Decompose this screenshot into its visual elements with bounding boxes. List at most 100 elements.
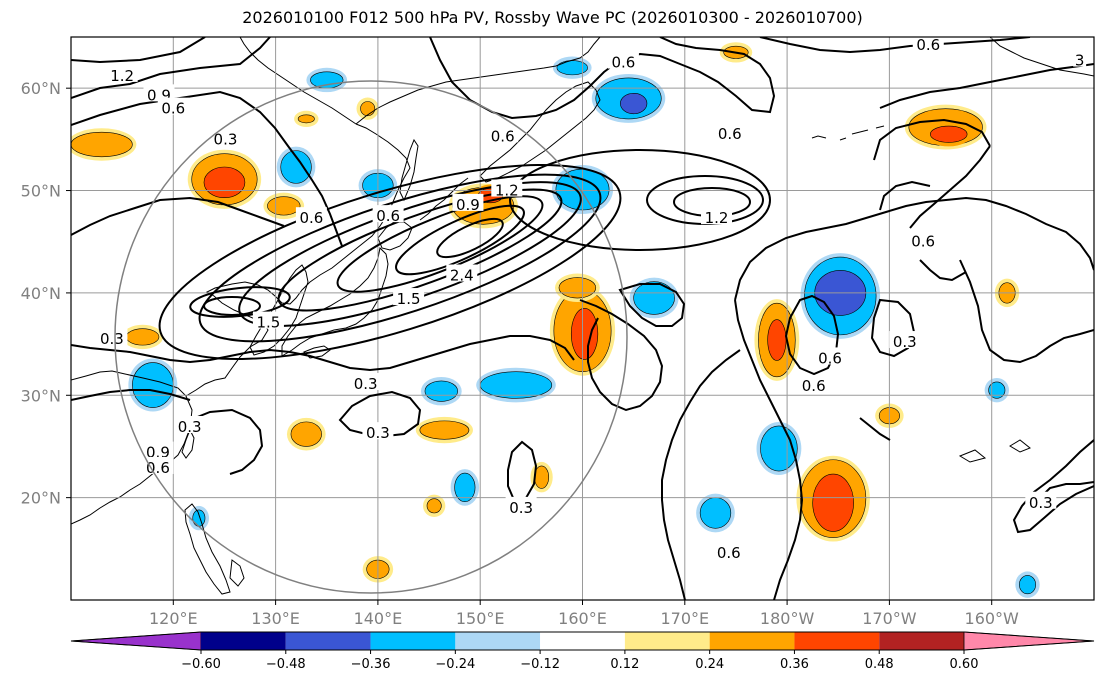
pv-shading-blob <box>297 114 315 124</box>
contour-label-bg <box>157 97 189 115</box>
colorbar: −0.60 −0.48 −0.36 −0.24 −0.12 0.12 0.24 0.36 0.4… <box>70 631 1095 672</box>
lon-tick-label: 140°E <box>354 609 403 628</box>
pv-shading-layer <box>71 42 1040 598</box>
map-title: 2026010100 F012 500 hPa PV, Rossby Wave … <box>242 8 863 27</box>
contour-label: 0.9 <box>456 196 480 214</box>
pv-shading-blob <box>556 60 588 76</box>
pv-shading-blob <box>570 307 599 360</box>
lon-tick-label: 150°E <box>456 609 505 628</box>
colorbar-bins <box>70 631 1095 651</box>
pv-shading-blob <box>203 166 246 199</box>
contour-label: 2.4 <box>450 267 474 285</box>
pv-shading-blob <box>988 381 1006 399</box>
contour-label-bg <box>1025 491 1057 509</box>
pv-shading-blob <box>930 125 968 143</box>
contour-label-bg <box>350 373 382 391</box>
contour-label-bg <box>505 496 537 514</box>
pv-shading-blob <box>419 420 470 440</box>
contour-label: 0.6 <box>818 349 842 367</box>
pv-shading-blob <box>620 92 648 115</box>
pv-shading-blob <box>71 131 133 158</box>
pv-shading-blob <box>310 71 344 89</box>
contour-label-bg <box>701 207 733 225</box>
lon-tick-label: 160°W <box>965 609 1020 628</box>
colorbar-bin <box>455 632 541 650</box>
colorbar-tick-label: 0.60 <box>950 657 979 672</box>
contour-label: 1.2 <box>495 182 519 200</box>
contour-label: 3 <box>1075 52 1085 70</box>
pv-shading-blob <box>558 277 597 299</box>
contour-label-bg <box>798 375 830 393</box>
lon-tick-label: 130°E <box>251 609 300 628</box>
contour-label: 0.6 <box>376 207 400 225</box>
contour-label: 1.5 <box>397 290 421 308</box>
colorbar-bin <box>794 632 880 650</box>
contour-label: 0.6 <box>611 54 635 72</box>
contour-label-bg <box>814 347 846 365</box>
lon-tick-label: 160°E <box>558 609 607 628</box>
pv-shading-blob <box>290 421 322 447</box>
lon-tick-label: 180°W <box>760 609 815 628</box>
contour-label-bg <box>714 123 746 141</box>
lat-tick-label: 30°N <box>21 386 61 405</box>
contour-label-bg <box>912 37 944 52</box>
contour-label: 0.3 <box>100 330 124 348</box>
colorbar-tick-labels: −0.60 −0.48 −0.36 −0.24 −0.12 0.12 0.24 0.36 0.4… <box>181 650 978 672</box>
longitude-tick-labels: 120°E 130°E 140°E 150°E 160°E 170°E 180°W 170°W… <box>149 600 1019 628</box>
contour-label: 0.6 <box>146 459 170 477</box>
lon-tick-label: 170°W <box>862 609 917 628</box>
colorbar-tick-label: 0.48 <box>865 657 894 672</box>
contour-label: 0.3 <box>1029 494 1053 512</box>
colorbar-tick-label: 0.36 <box>780 657 809 672</box>
contour-label-bg <box>252 311 284 329</box>
pv-shading-blob <box>360 101 376 117</box>
contour-label: 0.6 <box>161 100 185 118</box>
range-circle <box>114 80 628 594</box>
contour-label: 0.6 <box>802 377 826 395</box>
colorbar-tick-label: −0.48 <box>266 657 306 672</box>
contour-label: 0.3 <box>178 418 202 436</box>
contour-label-bg <box>393 288 425 306</box>
colorbar-tick-label: −0.12 <box>520 657 560 672</box>
contour-labels: 1.20.90.60.3 0.60.60.60.61.20.90.60.6 1.20… <box>96 37 1087 562</box>
pv-shading-blob <box>1019 575 1036 595</box>
colorbar-bin <box>540 632 625 650</box>
contour-label-bg <box>362 422 394 440</box>
contour-label-bg <box>907 230 939 248</box>
pv-shading-blob <box>192 509 206 527</box>
contour-label: 1.2 <box>110 67 134 85</box>
contour-label: 1.2 <box>705 209 729 227</box>
colorbar-tick-label: −0.36 <box>351 657 391 672</box>
colorbar-tick-label: 0.24 <box>695 657 724 672</box>
pv-shading-blob <box>424 380 458 402</box>
lat-tick-label: 50°N <box>21 182 61 201</box>
colorbar-over-arrow <box>963 631 1095 651</box>
contour-label-bg <box>452 193 484 211</box>
colorbar-tick-label: −0.60 <box>181 657 221 672</box>
contour-label-bg <box>142 441 174 459</box>
contour-label: 0.3 <box>509 499 533 517</box>
contour-label-bg <box>295 207 327 225</box>
colorbar-bin <box>709 632 795 650</box>
contour-label-bg <box>491 179 523 197</box>
contour-label-bg <box>889 331 921 349</box>
contour-label-bg <box>174 416 206 434</box>
colorbar-under-arrow <box>70 631 202 651</box>
contour-label-bg <box>713 541 745 559</box>
contour-label: 0.3 <box>354 375 378 393</box>
contour-label-bg <box>487 125 519 143</box>
contour-label-bg <box>143 84 175 102</box>
contour-label: 0.6 <box>491 127 515 145</box>
contour-label-bg <box>1073 49 1087 67</box>
contour-label: 0.3 <box>366 424 390 442</box>
contour-label: 0.6 <box>299 209 323 227</box>
colorbar-bin <box>285 632 371 650</box>
colorbar-tick-label: 0.12 <box>610 657 639 672</box>
lat-tick-label: 60°N <box>21 79 61 98</box>
contour-label-bg <box>142 456 174 474</box>
map-plot-area[interactable]: 1.20.90.60.3 0.60.60.60.61.20.90.60.6 1.20… <box>67 34 1094 600</box>
pv-shading-blob <box>699 497 732 529</box>
contour-label-bg <box>96 327 128 345</box>
lat-tick-label: 40°N <box>21 284 61 303</box>
